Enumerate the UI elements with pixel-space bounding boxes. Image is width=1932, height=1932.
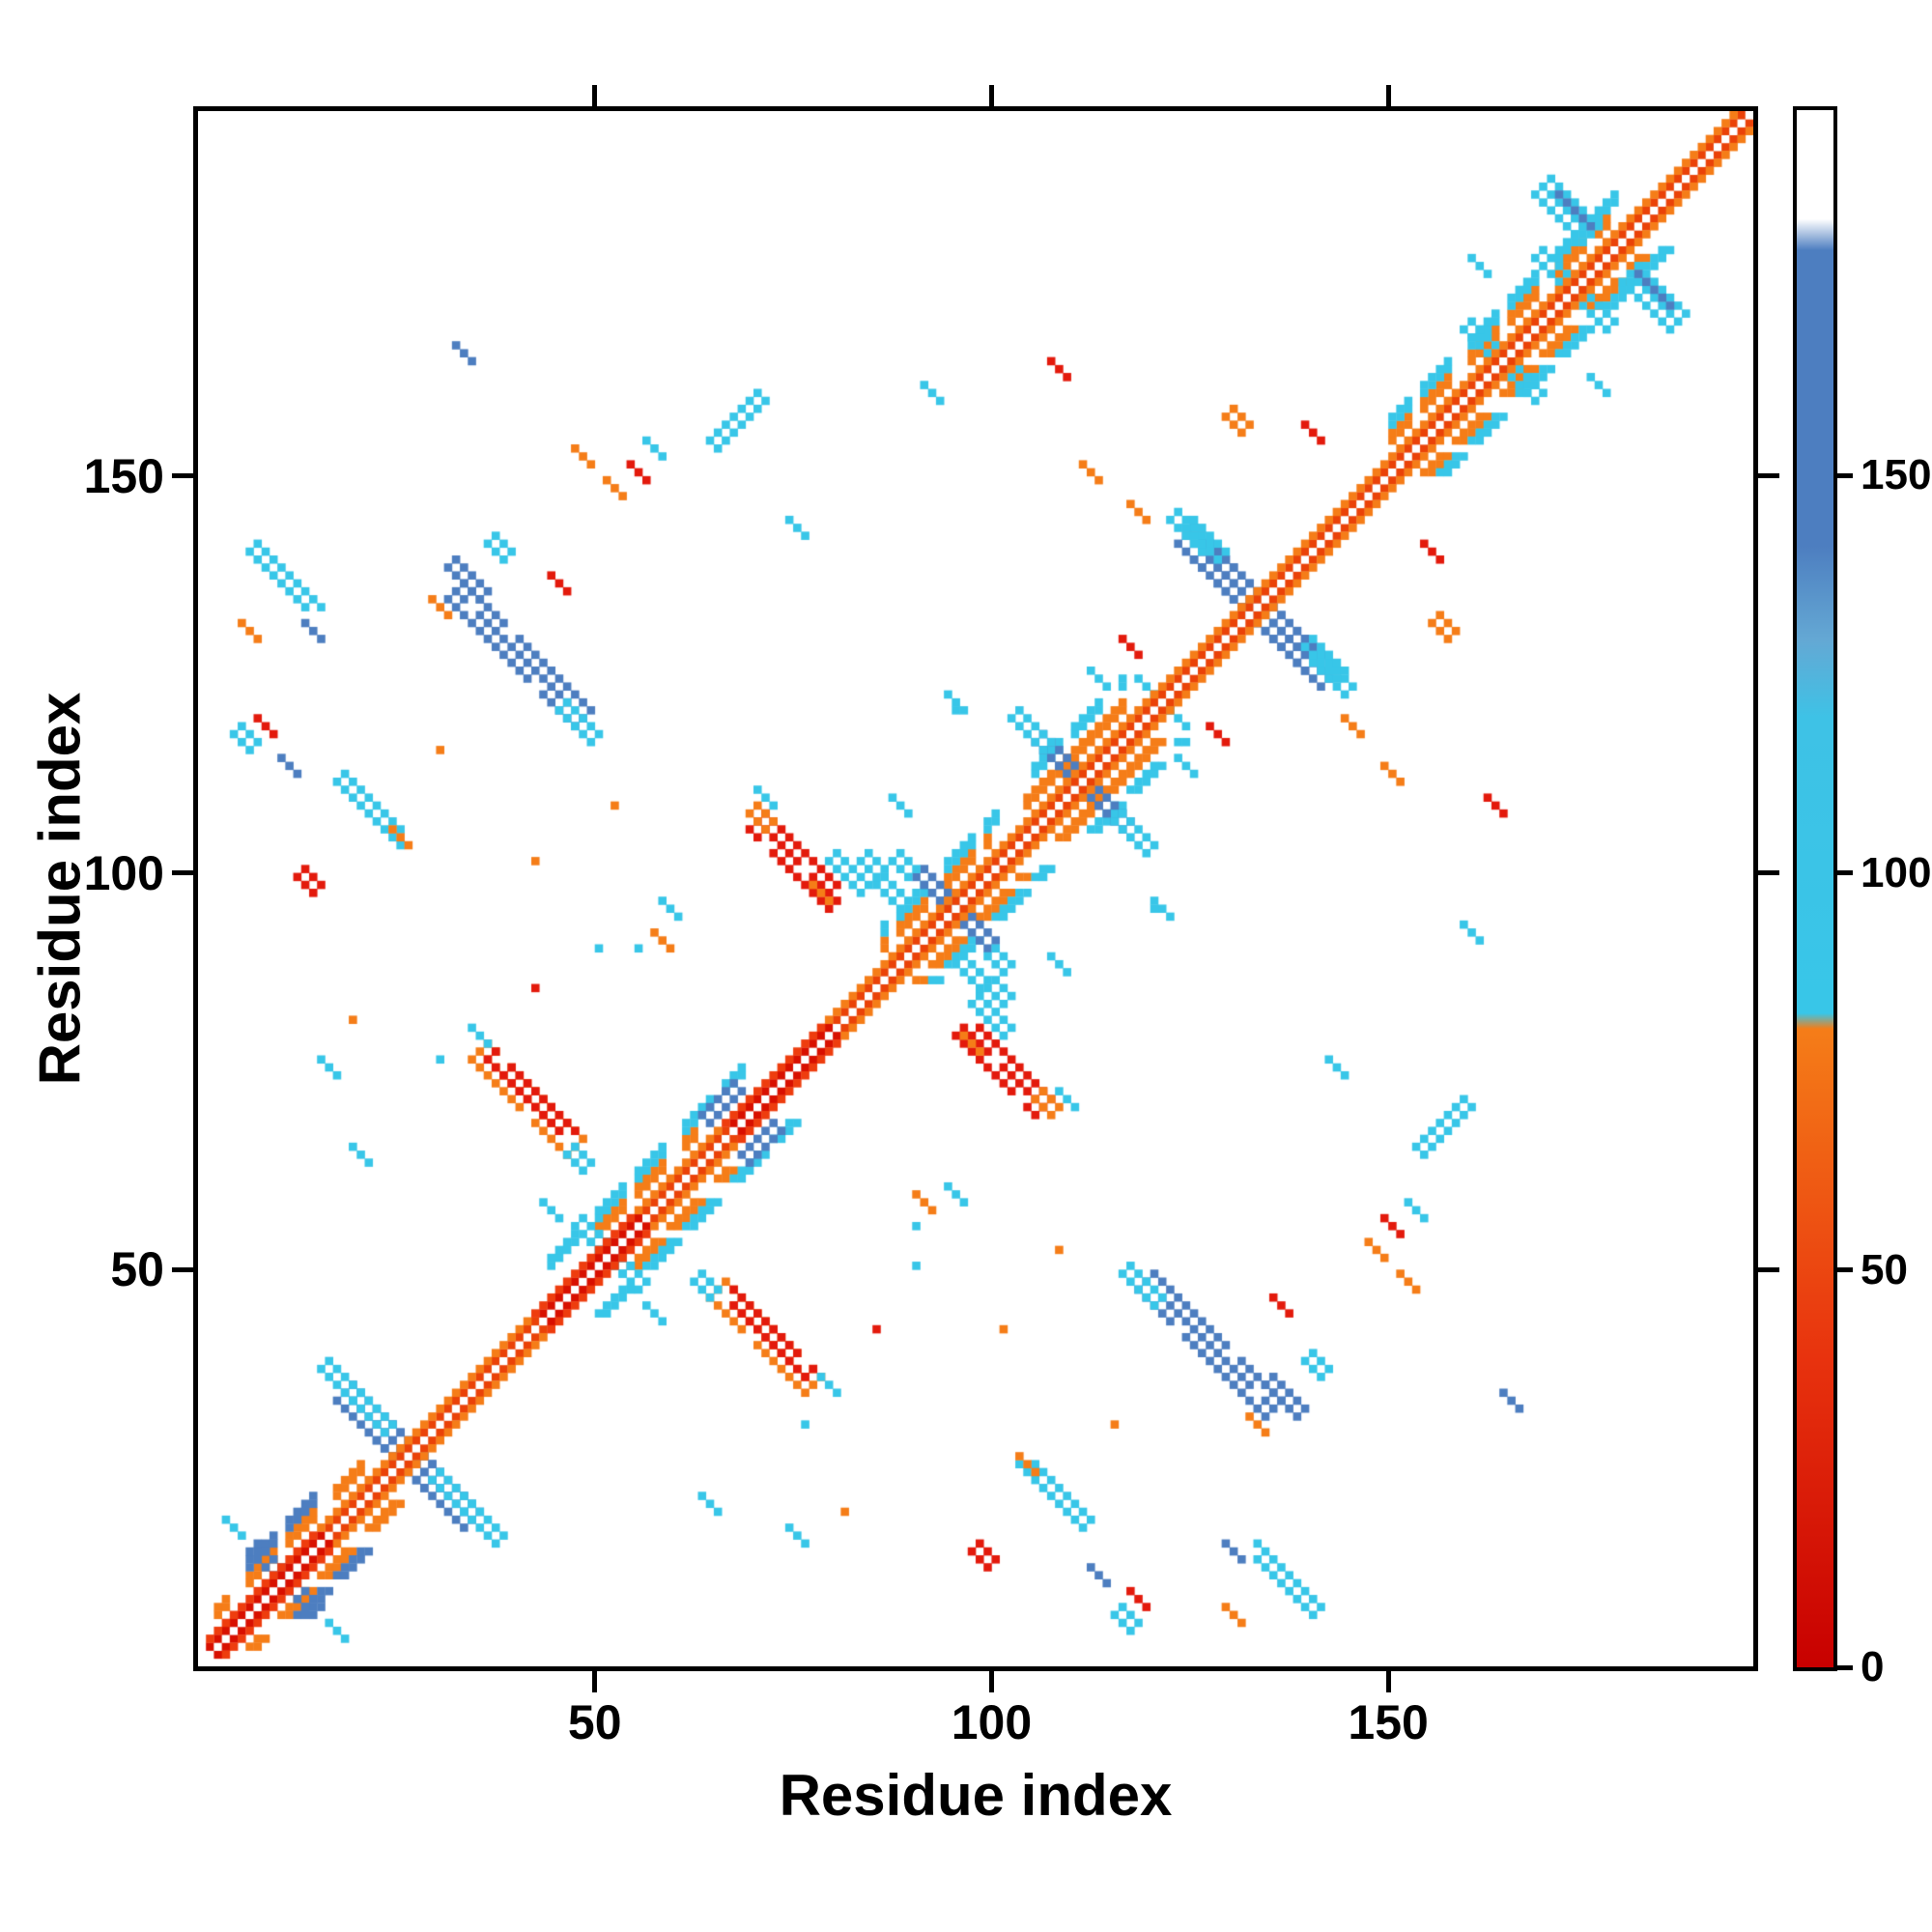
y-tick-mark [172, 870, 193, 876]
y-tick-mark [172, 1266, 193, 1272]
colorbar [1793, 106, 1837, 1671]
y-tick-label: 150 [83, 448, 164, 503]
x-tick-label: 150 [1348, 1695, 1429, 1749]
colorbar-tick-mark [1837, 472, 1853, 478]
colorbar-tick-mark [1837, 1267, 1853, 1273]
y-tick-mark-right [1758, 473, 1779, 479]
x-tick-mark [1385, 1671, 1391, 1692]
x-tick-mark-top [988, 85, 994, 106]
x-axis-label: Residue index [779, 1763, 1173, 1828]
colorbar-tick-label: 50 [1861, 1245, 1908, 1293]
x-tick-mark-top [592, 85, 598, 106]
contact-map-canvas [198, 111, 1753, 1666]
y-tick-mark-right [1758, 870, 1779, 876]
y-tick-label: 100 [83, 845, 164, 900]
x-tick-mark [592, 1671, 598, 1692]
plot-frame [193, 106, 1758, 1671]
x-tick-mark-top [1385, 85, 1391, 106]
y-tick-mark [172, 473, 193, 479]
colorbar-tick-mark [1837, 870, 1853, 876]
colorbar-gradient [1797, 110, 1833, 1667]
colorbar-tick-label: 150 [1861, 451, 1932, 499]
x-tick-label: 100 [951, 1695, 1033, 1749]
y-tick-mark-right [1758, 1266, 1779, 1272]
y-tick-label: 50 [110, 1242, 164, 1297]
x-tick-mark [988, 1671, 994, 1692]
colorbar-tick-mark [1837, 1664, 1853, 1670]
colorbar-tick-label: 100 [1861, 848, 1932, 896]
x-tick-label: 50 [567, 1695, 622, 1749]
colorbar-tick-label: 0 [1861, 1643, 1885, 1690]
